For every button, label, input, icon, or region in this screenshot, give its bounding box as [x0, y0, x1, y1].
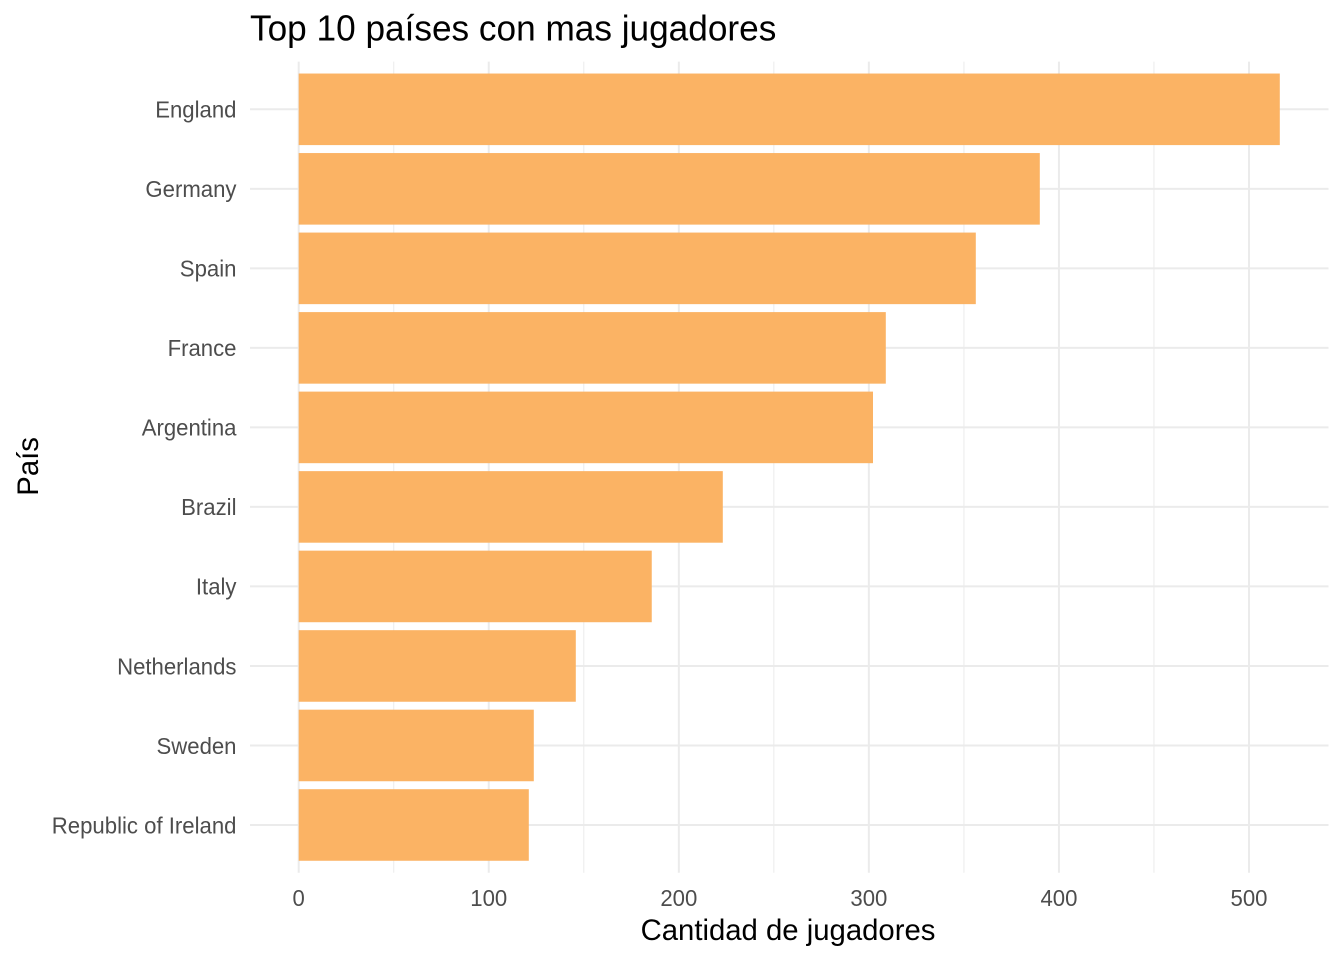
- svg-text:Brazil: Brazil: [181, 494, 236, 520]
- svg-text:300: 300: [850, 885, 887, 911]
- svg-text:Italy: Italy: [196, 574, 237, 600]
- svg-text:100: 100: [470, 885, 507, 911]
- svg-text:Republic of Ireland: Republic of Ireland: [52, 812, 237, 838]
- svg-text:400: 400: [1040, 885, 1077, 911]
- svg-text:France: France: [168, 335, 237, 361]
- svg-text:Germany: Germany: [145, 176, 236, 202]
- svg-text:Sweden: Sweden: [157, 733, 237, 759]
- svg-text:Spain: Spain: [180, 256, 237, 282]
- svg-text:Argentina: Argentina: [142, 415, 238, 441]
- svg-text:Top 10 países con mas jugadore: Top 10 países con mas jugadores: [250, 8, 776, 49]
- svg-text:Netherlands: Netherlands: [117, 653, 236, 679]
- svg-text:0: 0: [293, 885, 305, 911]
- svg-text:País: País: [12, 437, 45, 496]
- svg-text:Cantidad de jugadores: Cantidad de jugadores: [641, 914, 936, 947]
- svg-text:200: 200: [660, 885, 697, 911]
- svg-text:England: England: [155, 97, 236, 123]
- svg-text:500: 500: [1231, 885, 1268, 911]
